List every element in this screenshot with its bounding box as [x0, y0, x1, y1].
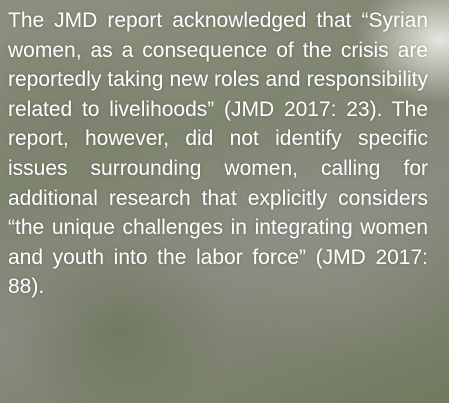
background-image: The JMD report acknowledged that “Syrian… [0, 0, 449, 403]
paragraph: The JMD report acknowledged that “Syrian… [8, 6, 428, 302]
page: The JMD report acknowledged that “Syrian… [0, 0, 449, 403]
